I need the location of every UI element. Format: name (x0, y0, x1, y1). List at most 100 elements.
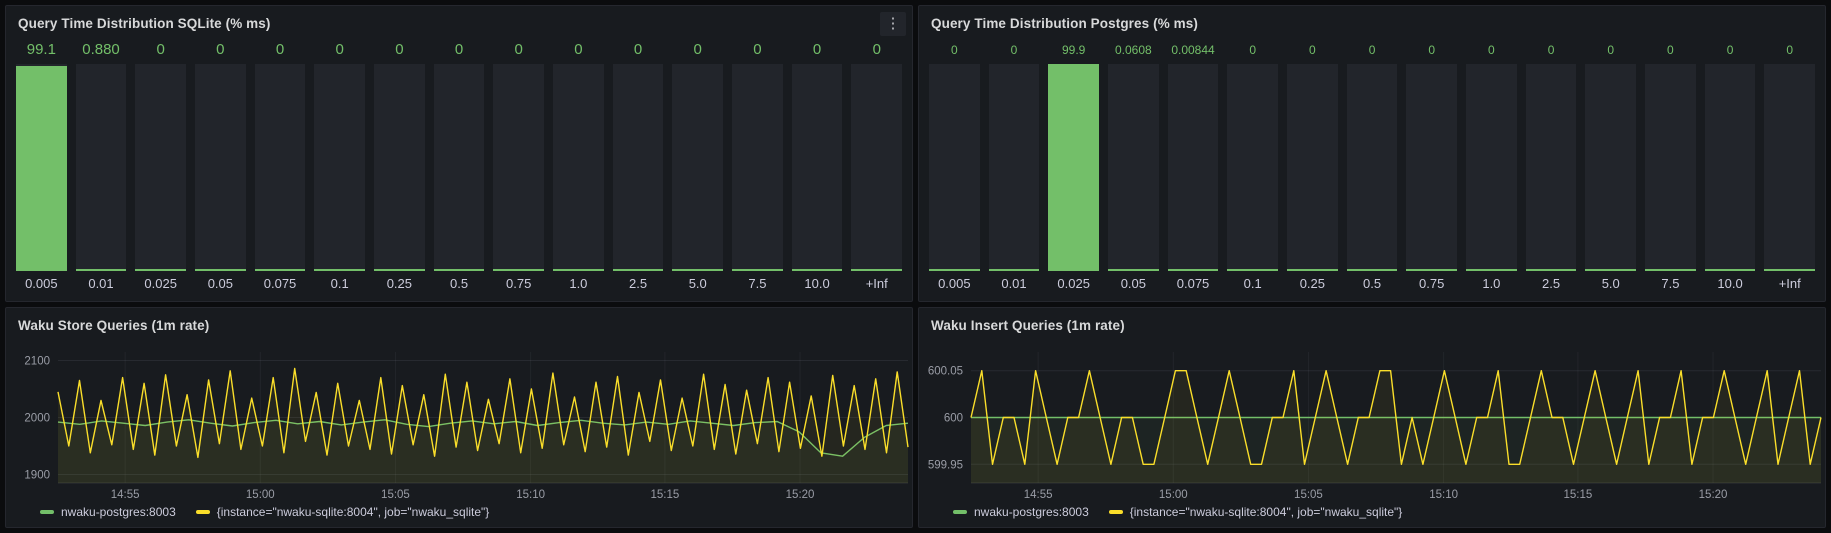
panel-title[interactable]: Query Time Distribution SQLite (% ms) (18, 15, 271, 31)
histogram-postgres: 0 0.005 0 0.01 99.9 0.025 0.0608 0.05 0.00844 0.0… (919, 40, 1825, 301)
bucket-value-label: 0 (1010, 43, 1018, 57)
store-queries-plot[interactable]: 1900 2000 2100 14:55 15:00 15:05 15:10 15:15 15:… (6, 342, 912, 501)
bucket-bar[interactable] (314, 64, 366, 271)
bucket-bar[interactable] (1466, 64, 1517, 271)
bucket-bar[interactable] (672, 64, 724, 271)
bucket-bar[interactable] (1167, 64, 1219, 271)
bucket-label: 10.0 (804, 276, 830, 291)
bucket-bar[interactable] (1645, 64, 1696, 271)
legend-label[interactable]: {instance="nwaku-sqlite:8004", job="nwak… (1129, 504, 1403, 519)
bucket-label: 1.0 (1482, 276, 1501, 291)
legend-label[interactable]: {instance="nwaku-sqlite:8004", job="nwak… (216, 504, 490, 519)
bucket-bar[interactable] (553, 64, 604, 271)
bucket-bar[interactable] (195, 64, 246, 271)
bucket-label: 0.01 (88, 276, 114, 291)
bucket-bar[interactable] (612, 64, 664, 271)
histogram-bucket: 0 1.0 (553, 40, 604, 293)
histogram-bucket: 0 0.1 (1227, 40, 1279, 293)
bucket-bar-fill (988, 269, 1040, 271)
histogram-bucket: 0 2.5 (1525, 40, 1577, 293)
bucket-bar-fill (314, 269, 366, 271)
legend-label[interactable]: nwaku-postgres:8003 (974, 504, 1089, 519)
bucket-bar[interactable] (75, 64, 127, 271)
panel-title[interactable]: Query Time Distribution Postgres (% ms) (931, 15, 1198, 31)
bucket-bar-fill (75, 269, 127, 271)
bucket-value-label: 0.00844 (1171, 43, 1215, 57)
bucket-label: 0.25 (1299, 276, 1326, 291)
timeseries-canvas[interactable]: 599.95 600 600.05 14:55 15:00 15:05 15:10 15:15… (925, 344, 1831, 503)
bucket-bar[interactable] (374, 64, 425, 271)
bucket-bar-fill (1227, 269, 1279, 271)
bucket-label: 0.025 (144, 276, 177, 291)
histogram-bucket: 0 7.5 (1645, 40, 1696, 293)
bucket-value-label: 0 (514, 41, 523, 58)
bucket-bar[interactable] (929, 64, 980, 271)
bucket-bar[interactable] (1346, 64, 1398, 271)
histogram-bucket: 0 0.1 (314, 40, 366, 293)
legend-item-postgres[interactable]: nwaku-postgres:8003 (953, 505, 1089, 519)
bucket-bar[interactable] (1227, 64, 1279, 271)
panel-title[interactable]: Waku Store Queries (1m rate) (18, 317, 210, 333)
bucket-value-label: 0 (753, 41, 762, 58)
histogram-bucket: 0 10.0 (1704, 40, 1756, 293)
bucket-label: 5.0 (688, 276, 707, 291)
bucket-bar[interactable] (732, 64, 783, 271)
histogram-bucket: 0 7.5 (732, 40, 783, 293)
insert-queries-plot[interactable]: 599.95 600 600.05 14:55 15:00 15:05 15:10 15:15… (919, 342, 1825, 501)
panel-waku-store-queries: Waku Store Queries (1m rate) 1900 2000 210… (5, 307, 913, 528)
bucket-bar-fill (612, 269, 664, 271)
bucket-label: 0.5 (1363, 276, 1382, 291)
legend-item-postgres[interactable]: nwaku-postgres:8003 (40, 505, 176, 519)
panel-header[interactable]: Waku Insert Queries (1m rate) (919, 308, 1825, 342)
bucket-bar[interactable] (851, 64, 903, 271)
histogram-sqlite: 99.1 0.005 0.880 0.01 0 0.025 0 0.05 0 0.075 0 0.1 0… (6, 40, 912, 301)
bucket-bar-fill (1167, 269, 1219, 271)
histogram-bucket: 0 0.025 (135, 40, 187, 293)
panel-title[interactable]: Waku Insert Queries (1m rate) (931, 317, 1125, 333)
panel-header[interactable]: Query Time Distribution Postgres (% ms) (919, 6, 1825, 40)
bucket-bar[interactable] (16, 64, 67, 271)
bucket-bar[interactable] (1525, 64, 1577, 271)
bucket-bar[interactable] (254, 64, 306, 271)
panel-header[interactable]: Query Time Distribution SQLite (% ms) ⋮ (6, 6, 912, 40)
histogram-bucket: 0 0.5 (1346, 40, 1398, 293)
bucket-value-label: 0.0608 (1115, 43, 1152, 57)
series-marker-green (40, 509, 54, 514)
bucket-bar[interactable] (988, 64, 1040, 271)
panel-header[interactable]: Waku Store Queries (1m rate) (6, 308, 912, 342)
bucket-bar-fill (553, 269, 604, 271)
timeseries-canvas[interactable]: 1900 2000 2100 14:55 15:00 15:05 15:10 15:15 15:… (12, 344, 918, 503)
y-axis-tick-label: 600.05 (928, 366, 963, 378)
bucket-value-label: 0.880 (82, 41, 120, 58)
legend-item-sqlite[interactable]: {instance="nwaku-sqlite:8004", job="nwak… (1108, 504, 1403, 519)
bucket-bar[interactable] (1048, 64, 1100, 271)
bucket-bar[interactable] (1764, 64, 1816, 271)
bucket-bar-fill (929, 269, 980, 271)
bucket-bar[interactable] (433, 64, 485, 271)
panel-menu-icon[interactable]: ⋮ (880, 12, 906, 36)
x-axis-tick-label: 15:05 (381, 489, 410, 501)
bucket-bar[interactable] (1585, 64, 1637, 271)
bucket-bar[interactable] (791, 64, 843, 271)
bucket-bar-fill (1645, 269, 1696, 271)
bucket-bar[interactable] (1108, 64, 1159, 271)
legend-label[interactable]: nwaku-postgres:8003 (61, 504, 176, 519)
bucket-bar[interactable] (1287, 64, 1338, 271)
bucket-bar[interactable] (493, 64, 545, 271)
bucket-bar[interactable] (1704, 64, 1756, 271)
bucket-bar[interactable] (135, 64, 187, 271)
bucket-bar-fill (1704, 269, 1756, 271)
bucket-value-label: 0 (950, 43, 958, 57)
bucket-bar-fill (1585, 269, 1637, 271)
bucket-value-label: 0 (633, 41, 643, 58)
histogram-bucket: 0 5.0 (672, 40, 724, 293)
legend-item-sqlite[interactable]: {instance="nwaku-sqlite:8004", job="nwak… (195, 504, 490, 519)
bucket-label: 0.01 (1001, 276, 1027, 291)
histogram-bucket: 0.880 0.01 (75, 40, 127, 293)
bucket-value-label: 0 (1786, 43, 1794, 57)
legend: nwaku-postgres:8003 {instance="nwaku-sql… (6, 501, 912, 527)
bucket-value-label: 0 (156, 41, 165, 58)
bucket-value-label: 0 (812, 41, 822, 58)
bucket-value-label: 99.9 (1062, 43, 1086, 57)
bucket-bar[interactable] (1406, 64, 1458, 271)
